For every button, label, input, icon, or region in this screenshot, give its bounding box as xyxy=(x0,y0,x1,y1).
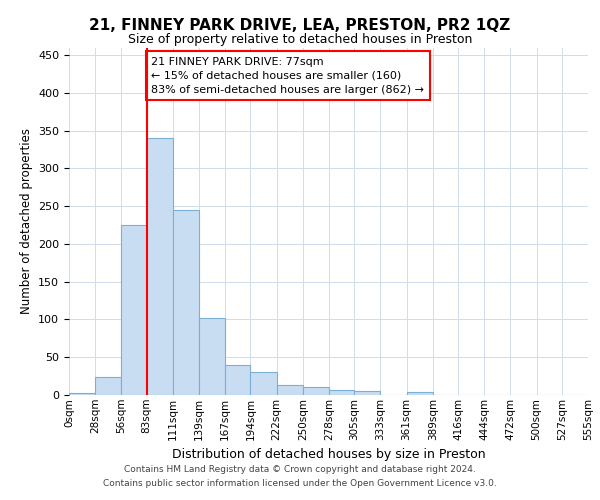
Text: Contains HM Land Registry data © Crown copyright and database right 2024.
Contai: Contains HM Land Registry data © Crown c… xyxy=(103,466,497,487)
Bar xyxy=(146,138,173,395)
Text: Size of property relative to detached houses in Preston: Size of property relative to detached ho… xyxy=(128,32,472,46)
Bar xyxy=(303,388,329,395)
Text: 21 FINNEY PARK DRIVE: 77sqm
← 15% of detached houses are smaller (160)
83% of se: 21 FINNEY PARK DRIVE: 77sqm ← 15% of det… xyxy=(151,56,424,94)
Bar xyxy=(354,391,380,395)
X-axis label: Distribution of detached houses by size in Preston: Distribution of detached houses by size … xyxy=(172,448,485,461)
Bar xyxy=(407,392,433,395)
Bar xyxy=(69,392,95,395)
Bar xyxy=(173,210,199,395)
Bar xyxy=(277,385,303,395)
Bar xyxy=(225,365,250,395)
Bar xyxy=(250,372,277,395)
Bar xyxy=(121,225,146,395)
Y-axis label: Number of detached properties: Number of detached properties xyxy=(20,128,32,314)
Bar xyxy=(329,390,354,395)
Bar xyxy=(95,377,121,395)
Bar xyxy=(199,318,225,395)
Text: 21, FINNEY PARK DRIVE, LEA, PRESTON, PR2 1QZ: 21, FINNEY PARK DRIVE, LEA, PRESTON, PR2… xyxy=(89,18,511,32)
